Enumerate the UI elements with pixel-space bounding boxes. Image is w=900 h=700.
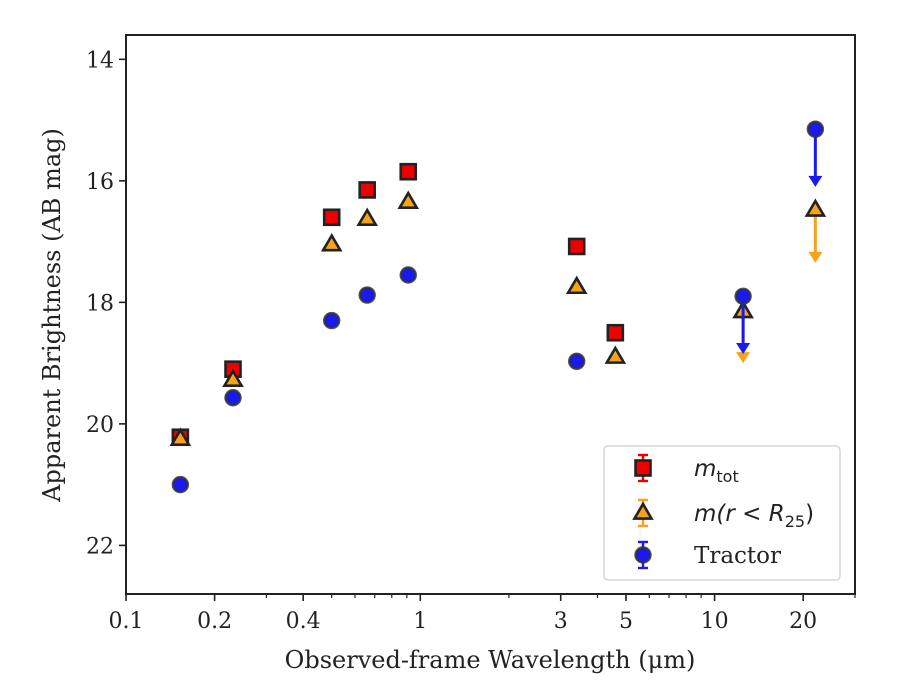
mr25-point-3 bbox=[356, 207, 379, 226]
series-mr25 bbox=[169, 190, 827, 446]
mr25-point-6 bbox=[604, 345, 627, 364]
y-tick-label-1: 16 bbox=[86, 170, 114, 195]
legend: mtot m(r < R25) Tractor bbox=[603, 445, 841, 581]
mtot-point-4 bbox=[399, 162, 418, 181]
mr25-point-4 bbox=[397, 190, 420, 209]
mtot-point-2 bbox=[322, 208, 341, 227]
tractor-point-2 bbox=[323, 311, 341, 330]
x-tick-label-1: 0.2 bbox=[197, 609, 232, 634]
y-tick-label-3: 20 bbox=[86, 413, 114, 438]
legend-box bbox=[603, 445, 841, 581]
tractor-point-7 bbox=[806, 120, 825, 138]
x-tick-label-6: 10 bbox=[701, 609, 729, 634]
legend-marker-mtot bbox=[634, 459, 652, 477]
legend-marker-tractor bbox=[634, 546, 652, 564]
mtot-point-5 bbox=[567, 237, 586, 256]
data-marks-layer bbox=[169, 120, 827, 494]
mr25-point-8 bbox=[804, 198, 827, 217]
y-tick-label-2: 18 bbox=[86, 291, 114, 316]
mr25-point-0 bbox=[169, 427, 192, 446]
legend-label-mr25: m(r < R25) bbox=[694, 501, 814, 531]
legend-label-tractor: Tractor bbox=[694, 543, 781, 569]
tractor-point-5 bbox=[568, 352, 586, 370]
y-tick-label-0: 14 bbox=[86, 48, 114, 73]
tractor-point-0 bbox=[171, 475, 190, 494]
legend-marker-mr25 bbox=[632, 501, 654, 520]
series-tractor bbox=[171, 120, 825, 494]
tractor-point-6 bbox=[734, 287, 752, 305]
x-tick-label-4: 3 bbox=[554, 609, 568, 634]
legend-label-mtot: mtot bbox=[694, 456, 739, 486]
legend-item-mr25: m(r < R25) bbox=[632, 498, 814, 531]
x-tick-label-0: 0.1 bbox=[109, 609, 144, 634]
mtot-point-3 bbox=[358, 181, 376, 199]
mr25-point-1 bbox=[222, 368, 244, 388]
mr25-point-2 bbox=[320, 233, 343, 252]
x-tick-label-7: 20 bbox=[789, 609, 817, 634]
x-tick-label-3: 1 bbox=[413, 609, 427, 634]
x-tick-label-2: 0.4 bbox=[286, 609, 321, 634]
x-tick-label-5: 5 bbox=[619, 609, 633, 634]
mr25-limit-arrow-8 bbox=[808, 209, 823, 263]
mtot-point-6 bbox=[606, 323, 625, 342]
plot-frame bbox=[125, 34, 856, 595]
legend-item-mtot: mtot bbox=[634, 453, 739, 486]
x-axis-ticks: 0.1 0.2 0.4 1 3 5 10 20 bbox=[109, 594, 856, 634]
y-tick-label-4: 22 bbox=[86, 534, 114, 559]
y-axis-label: Apparent Brightness (AB mag) bbox=[38, 128, 66, 503]
y-axis-ticks: 14 16 18 20 22 bbox=[86, 48, 126, 559]
legend-item-tractor: Tractor bbox=[634, 540, 781, 570]
x-axis-label: Observed-frame Wavelength (μm) bbox=[285, 646, 696, 674]
tractor-point-1 bbox=[224, 389, 242, 407]
tractor-point-4 bbox=[399, 266, 417, 284]
mr25-point-5 bbox=[565, 275, 588, 295]
tractor-point-3 bbox=[358, 286, 376, 304]
